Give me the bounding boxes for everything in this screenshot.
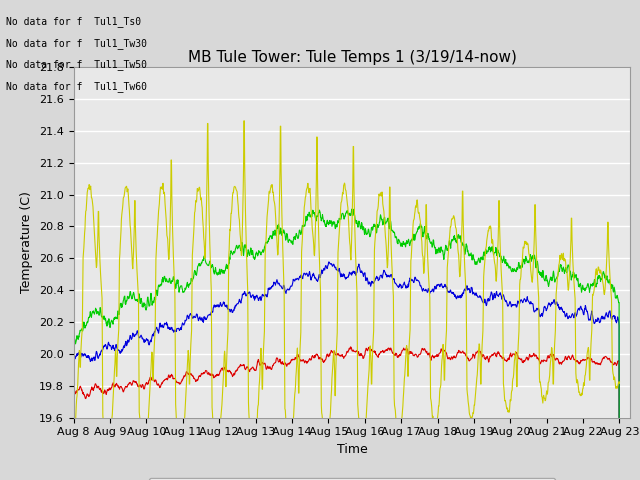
Text: No data for f  Tul1_Tw30: No data for f Tul1_Tw30 (6, 37, 147, 48)
Text: No data for f  Tul1_Tw50: No data for f Tul1_Tw50 (6, 59, 147, 70)
Text: No data for f  Tul1_Tw60: No data for f Tul1_Tw60 (6, 81, 147, 92)
Text: No data for f  Tul1_Ts0: No data for f Tul1_Ts0 (6, 16, 141, 27)
X-axis label: Time: Time (337, 443, 367, 456)
Legend: Tul1_Ts-32, Tul1_Ts-16, Tul1_Ts-8, Tul1_Tw+10: Tul1_Ts-32, Tul1_Ts-16, Tul1_Ts-8, Tul1_… (149, 478, 555, 480)
Y-axis label: Temperature (C): Temperature (C) (20, 192, 33, 293)
Title: MB Tule Tower: Tule Temps 1 (3/19/14-now): MB Tule Tower: Tule Temps 1 (3/19/14-now… (188, 49, 516, 65)
